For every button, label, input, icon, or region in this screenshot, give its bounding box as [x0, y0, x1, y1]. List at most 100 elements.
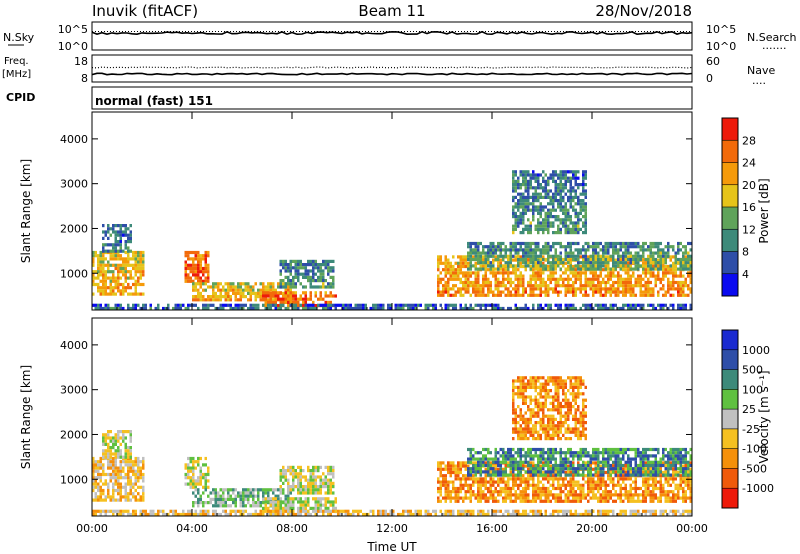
- power-cell: [124, 289, 127, 293]
- power-cell: [347, 306, 350, 311]
- power-cell: [564, 205, 567, 209]
- vel-cell: [122, 455, 125, 459]
- power-cell: [477, 245, 480, 249]
- vel-cell: [319, 488, 322, 492]
- power-cell: [682, 274, 685, 278]
- vel-cell: [594, 483, 597, 487]
- vel-cell: [602, 483, 605, 487]
- power-cell: [319, 266, 322, 270]
- power-cell: [199, 279, 202, 283]
- vel-cell: [592, 461, 595, 465]
- power-cell: [427, 303, 430, 307]
- vel-cell: [282, 491, 285, 495]
- power-cell: [459, 268, 462, 272]
- power-cell: [512, 195, 515, 199]
- vel-cell: [587, 486, 590, 491]
- power-cell: [249, 298, 252, 302]
- power-cell: [682, 251, 685, 255]
- vel-cell: [447, 490, 450, 494]
- power-cell: [532, 241, 535, 246]
- power-cell: [229, 295, 232, 299]
- power-cell: [132, 303, 135, 307]
- power-cell: [607, 267, 610, 271]
- vel-cell: [637, 499, 640, 503]
- power-cell: [539, 271, 542, 275]
- power-cell: [579, 261, 582, 265]
- vel-cell: [189, 460, 192, 464]
- vel-cell: [114, 433, 117, 437]
- power-cell: [294, 282, 297, 286]
- power-cell: [549, 264, 552, 268]
- power-cell: [259, 282, 262, 286]
- vel-cell: [614, 493, 617, 497]
- vel-cell: [229, 494, 232, 498]
- power-cell: [229, 298, 232, 302]
- vel-cell: [137, 472, 140, 477]
- vel-cell: [244, 494, 247, 498]
- power-cell: [629, 290, 632, 294]
- power-cell: [687, 254, 690, 258]
- power-cell: [267, 291, 270, 295]
- power-cell: [594, 264, 597, 268]
- vel-cell: [657, 499, 660, 503]
- power-cell: [229, 303, 232, 307]
- vel-cell: [484, 461, 487, 465]
- power-cell: [119, 246, 122, 250]
- power-cell: [334, 294, 337, 298]
- vel-cell: [649, 496, 652, 500]
- power-cell: [559, 245, 562, 249]
- power-cell: [194, 250, 197, 255]
- power-cell: [297, 263, 300, 267]
- power-cell: [524, 208, 527, 212]
- vel-cell: [537, 496, 540, 500]
- vel-cell: [577, 480, 580, 484]
- vel-cell: [547, 486, 550, 491]
- vel-cell: [304, 485, 307, 489]
- power-cell: [237, 303, 240, 307]
- power-cell: [327, 282, 330, 286]
- vel-cell: [442, 474, 445, 478]
- power-cell: [512, 258, 515, 262]
- power-cell: [664, 268, 667, 272]
- vel-cell: [307, 485, 310, 489]
- vel-cell: [97, 488, 100, 493]
- power-cell: [552, 224, 555, 228]
- power-cell: [642, 245, 645, 249]
- power-cell: [549, 303, 552, 307]
- vel-cell: [127, 492, 130, 496]
- power-cell: [544, 183, 547, 187]
- power-cell: [544, 293, 547, 297]
- vel-cell: [227, 488, 230, 492]
- power-ytick-label: 3000: [60, 178, 88, 191]
- power-cell: [649, 241, 652, 246]
- vel-cell: [217, 497, 220, 501]
- vel-cell: [622, 493, 625, 497]
- power-cell: [572, 231, 575, 235]
- vel-cell: [659, 490, 662, 494]
- power-cell: [477, 284, 480, 288]
- vel-cell: [639, 499, 642, 503]
- power-cell: [402, 306, 405, 311]
- power-cell: [102, 246, 105, 250]
- vel-cell: [314, 491, 317, 495]
- power-cell: [499, 248, 502, 252]
- power-cell: [474, 274, 477, 278]
- vel-cell: [667, 490, 670, 494]
- power-cell: [497, 277, 500, 281]
- vel-cell: [239, 494, 242, 498]
- power-cell: [634, 251, 637, 255]
- power-cell: [572, 290, 575, 294]
- power-cell: [452, 268, 455, 272]
- vel-cell: [277, 497, 280, 501]
- power-cell: [552, 215, 555, 219]
- power-cell: [477, 241, 480, 246]
- vel-cell: [459, 490, 462, 494]
- power-cell: [127, 254, 130, 258]
- power-cell: [602, 261, 605, 265]
- vel-cell: [309, 481, 312, 485]
- power-cell: [112, 273, 115, 277]
- power-cell: [199, 260, 202, 264]
- power-cell: [569, 221, 572, 225]
- power-cell: [522, 287, 525, 291]
- power-cell: [474, 261, 477, 265]
